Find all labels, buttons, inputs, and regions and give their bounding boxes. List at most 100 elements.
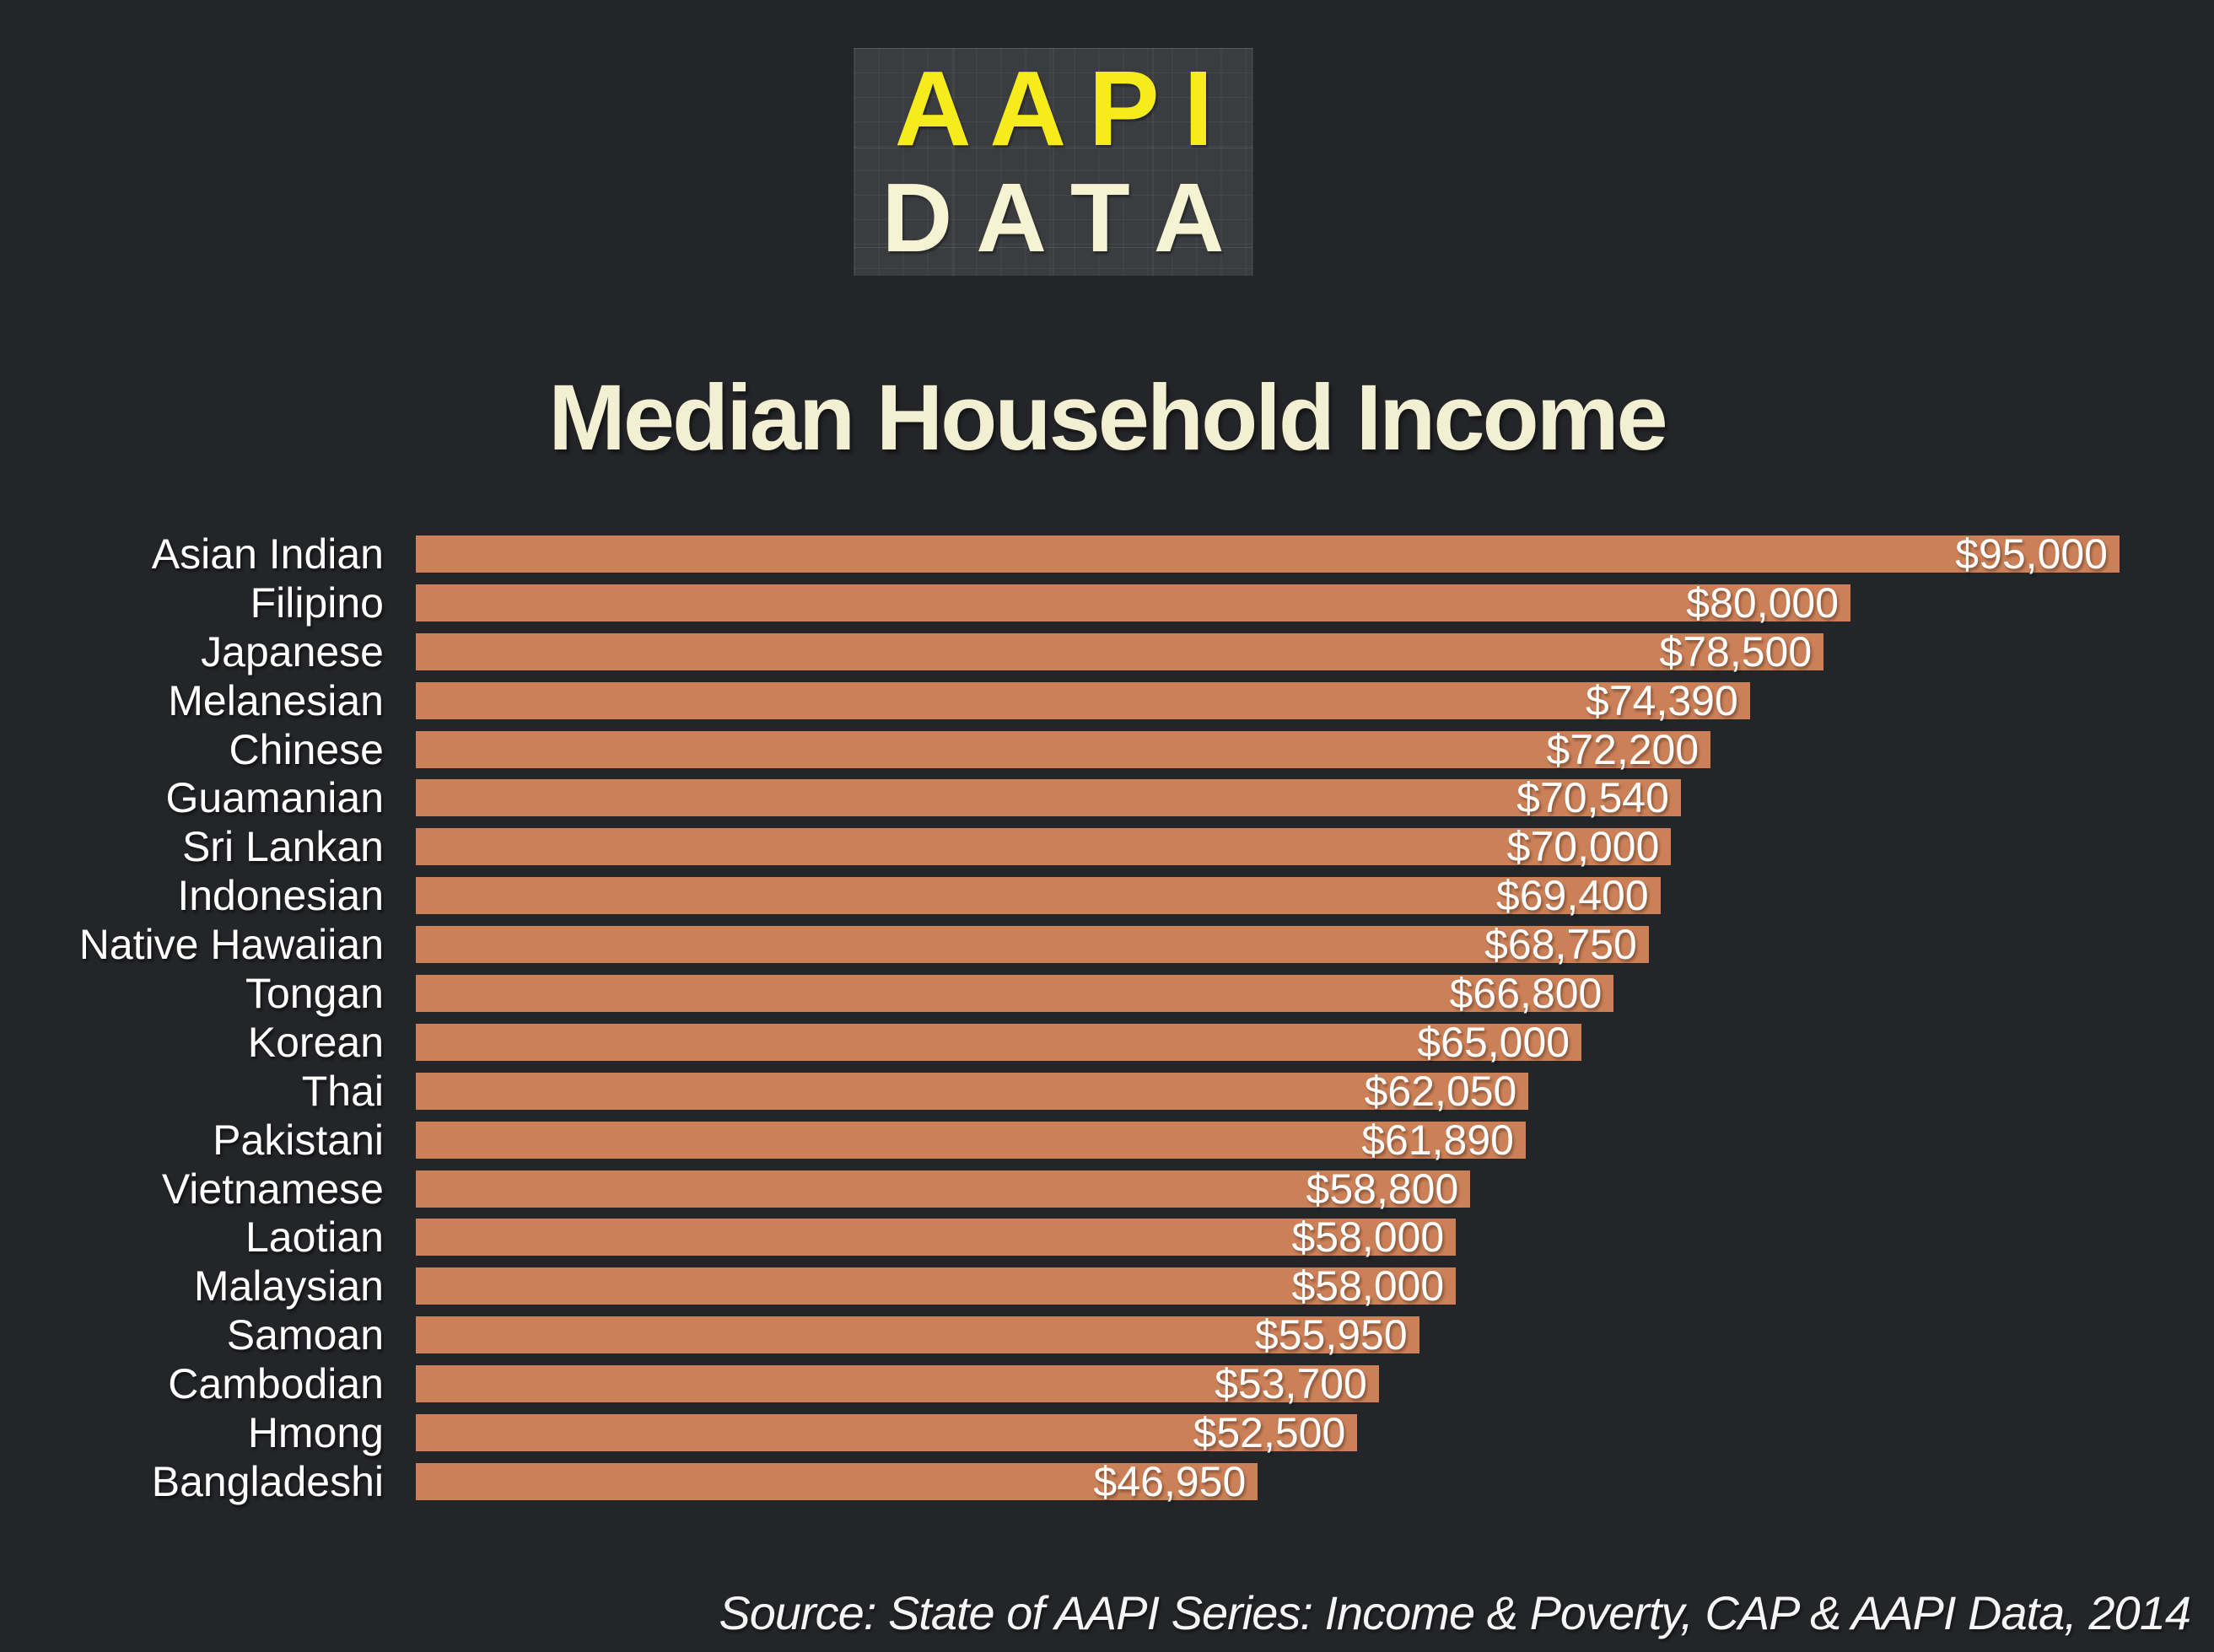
bar-track: $69,400 (416, 872, 2120, 919)
bar: $70,540 (416, 774, 1681, 821)
category-label: Bangladeshi (151, 1457, 384, 1505)
logo-text-data: D A T A (881, 163, 1225, 272)
bar-track: $53,700 (416, 1360, 2120, 1407)
value-label: $72,200 (1546, 725, 1700, 773)
value-label: $69,400 (1495, 872, 1649, 920)
aapi-data-logo: A A P I D A T A (854, 48, 1252, 276)
bar: $95,000 (416, 530, 2120, 578)
category-label: Guamanian (165, 774, 385, 822)
category-label: Korean (247, 1018, 384, 1066)
chart-row: Guamanian $70,540 (0, 773, 2214, 822)
bar-track: $78,500 (416, 628, 2120, 675)
category-label: Cambodian (168, 1360, 384, 1408)
value-label: $58,000 (1291, 1213, 1445, 1262)
value-label: $61,890 (1361, 1116, 1514, 1164)
bar: $55,950 (416, 1311, 1419, 1359)
bar: $72,200 (416, 726, 1711, 773)
value-label: $78,500 (1659, 627, 1813, 675)
bar-chart: Asian Indian $95,000 Filipino $80,000 Japane… (0, 530, 2214, 1506)
bar-track: $62,050 (416, 1068, 2120, 1115)
chart-row: Korean $65,000 (0, 1018, 2214, 1067)
category-label: Hmong (247, 1408, 384, 1456)
chart-row: Hmong $52,500 (0, 1408, 2214, 1457)
chart-row: Bangladeshi $46,950 (0, 1457, 2214, 1506)
source-note: Source: State of AAPI Series: Income & P… (719, 1586, 2191, 1639)
bar: $58,800 (416, 1165, 1471, 1213)
bar-track: $61,890 (416, 1117, 2120, 1164)
value-label: $53,700 (1215, 1360, 1367, 1408)
chart-row: Indonesian $69,400 (0, 871, 2214, 920)
category-label: Tongan (245, 969, 384, 1017)
category-label: Laotian (245, 1213, 384, 1262)
chart-row: Tongan $66,800 (0, 969, 2214, 1018)
value-label: $66,800 (1449, 969, 1603, 1017)
bar-track: $70,000 (416, 823, 2120, 870)
value-label: $65,000 (1417, 1018, 1570, 1066)
category-label: Samoan (226, 1311, 384, 1359)
category-label: Pakistani (213, 1116, 384, 1164)
bar-track: $66,800 (416, 970, 2120, 1017)
value-label: $52,500 (1193, 1408, 1346, 1456)
bar: $52,500 (416, 1409, 1358, 1456)
bar-track: $68,750 (416, 921, 2120, 968)
bar-track: $58,000 (416, 1262, 2120, 1310)
category-label: Indonesian (177, 872, 384, 920)
category-label: Vietnamese (161, 1165, 384, 1213)
bar-track: $65,000 (416, 1019, 2120, 1066)
chart-row: Malaysian $58,000 (0, 1262, 2214, 1310)
chart-row: Thai $62,050 (0, 1067, 2214, 1116)
bar: $80,000 (416, 579, 1851, 627)
category-label: Japanese (201, 627, 384, 675)
bar: $78,500 (416, 628, 1824, 675)
bar-track: $70,540 (416, 774, 2120, 821)
chart-row: Asian Indian $95,000 (0, 530, 2214, 578)
chart-row: Vietnamese $58,800 (0, 1165, 2214, 1213)
bar: $74,390 (416, 677, 1750, 724)
bar: $68,750 (416, 921, 1649, 968)
bar: $58,000 (416, 1262, 1457, 1310)
bar: $58,000 (416, 1213, 1457, 1261)
chart-row: Pakistani $61,890 (0, 1116, 2214, 1165)
bar: $62,050 (416, 1068, 1529, 1115)
bar-track: $58,000 (416, 1213, 2120, 1261)
bar-track: $55,950 (416, 1311, 2120, 1359)
chart-row: Native Hawaiian $68,750 (0, 920, 2214, 969)
value-label: $70,540 (1516, 774, 1669, 822)
bar: $66,800 (416, 970, 1614, 1017)
category-label: Thai (301, 1067, 384, 1115)
bar-track: $95,000 (416, 530, 2120, 578)
bar-track: $74,390 (416, 677, 2120, 724)
value-label: $95,000 (1955, 530, 2108, 578)
value-label: $70,000 (1506, 823, 1660, 871)
bar-track: $58,800 (416, 1165, 2120, 1213)
logo-text-aapi: A A P I (894, 49, 1214, 168)
bar-track: $80,000 (416, 579, 2120, 627)
value-label: $58,000 (1291, 1262, 1445, 1310)
category-label: Melanesian (168, 676, 384, 724)
bar: $61,890 (416, 1117, 1526, 1164)
chart-row: Sri Lankan $70,000 (0, 822, 2214, 871)
value-label: $55,950 (1254, 1311, 1408, 1359)
value-label: $80,000 (1686, 578, 1840, 627)
category-label: Sri Lankan (181, 823, 384, 871)
chart-row: Filipino $80,000 (0, 578, 2214, 627)
bar-track: $52,500 (416, 1409, 2120, 1456)
bar: $53,700 (416, 1360, 1379, 1407)
category-label: Malaysian (193, 1262, 384, 1310)
value-label: $62,050 (1364, 1067, 1517, 1115)
bar-track: $72,200 (416, 726, 2120, 773)
bar: $46,950 (416, 1458, 1258, 1505)
chart-row: Cambodian $53,700 (0, 1359, 2214, 1408)
bar: $65,000 (416, 1019, 1582, 1066)
chart-row: Chinese $72,200 (0, 725, 2214, 774)
chart-row: Samoan $55,950 (0, 1310, 2214, 1359)
category-label: Chinese (229, 725, 384, 773)
chart-row: Japanese $78,500 (0, 627, 2214, 676)
bar-track: $46,950 (416, 1458, 2120, 1505)
value-label: $74,390 (1586, 676, 1738, 724)
value-label: $58,800 (1306, 1165, 1459, 1213)
bar: $70,000 (416, 823, 1672, 870)
category-label: Asian Indian (151, 530, 384, 578)
category-label: Native Hawaiian (78, 921, 384, 969)
